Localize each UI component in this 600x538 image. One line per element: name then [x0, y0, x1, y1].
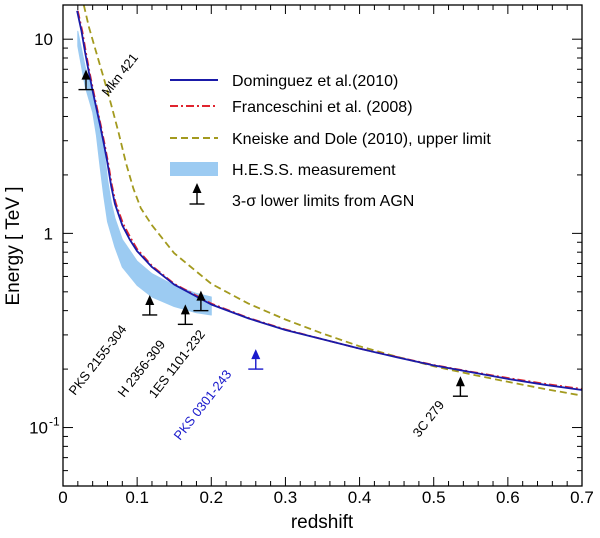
lower-limit-marker-mkn-421 [78, 69, 94, 91]
x-tick-label: 0 [58, 488, 67, 507]
x-tick-label: 0.1 [125, 488, 149, 507]
y-axis-label: Energy [ TeV ] [3, 187, 24, 306]
legend-label-kneiske: Kneiske and Dole (2010), upper limit [232, 131, 491, 148]
annotation-3c-279: 3C 279 [410, 398, 448, 440]
hess-measurement-band [77, 30, 212, 316]
y-tick-label: 10 [34, 30, 53, 49]
dominguez-curve [76, 10, 582, 391]
lower-limit-marker-pks-2155-304 [142, 294, 158, 316]
x-tick-label: 0.5 [422, 488, 446, 507]
y-tick-label: 10 [29, 419, 48, 438]
legend-label-limits: 3-σ lower limits from AGN [232, 193, 414, 210]
lower-limit-marker-h-2356-309 [177, 304, 193, 326]
plot-frame [62, 4, 583, 487]
legend-swatch-limits [189, 183, 205, 205]
legend-label-hess: H.E.S.S. measurement [232, 162, 396, 179]
legend-label-franceschini: Franceschini et al. (2008) [232, 99, 413, 116]
legend-label-dominguez: Dominguez et al.(2010) [232, 73, 398, 90]
y-tick-label: 1 [44, 224, 53, 243]
y-tick-exponent: -1 [49, 415, 60, 429]
lower-limit-marker-3c-279 [452, 376, 468, 397]
annotation-mkn-421: Mkn 421 [99, 50, 142, 99]
x-tick-label: 0.6 [496, 488, 520, 507]
lower-limit-marker-pks-0301-243 [248, 349, 264, 370]
lower-limit-marker-1es-1101-232 [193, 290, 209, 312]
x-axis-label: redshift [291, 512, 354, 533]
legend-swatch-hess [170, 162, 218, 176]
annotation-pks-0301-243: PKS 0301-243 [171, 367, 235, 443]
x-tick-label: 0.7 [570, 488, 594, 507]
x-tick-label: 0.4 [348, 488, 372, 507]
kneiske-curve [82, 5, 582, 397]
x-tick-label: 0.2 [199, 488, 223, 507]
x-tick-label: 0.3 [274, 488, 298, 507]
legend: Dominguez et al.(2010) Franceschini et a… [170, 73, 491, 210]
